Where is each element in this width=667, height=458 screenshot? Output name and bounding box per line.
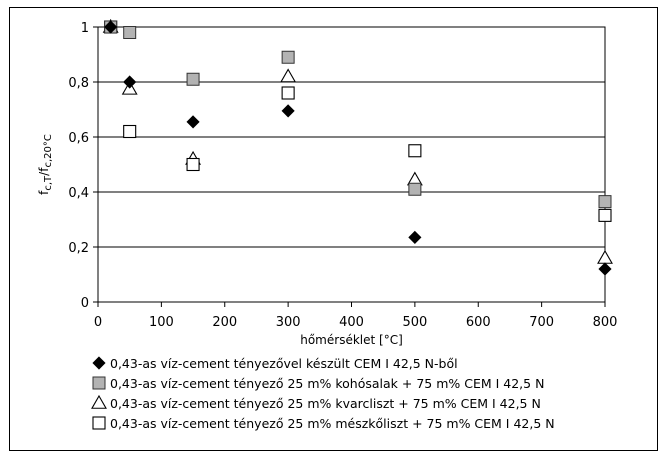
legend-label-series-1: 0,43-as víz-cement tényezővel készült CE… [110,356,458,371]
y-tick-label: 0,6 [68,131,89,146]
data-point-series-2 [186,72,200,86]
legend-label-series-3: 0,43-as víz-cement tényező 25 m% kvarcli… [110,396,541,411]
data-point-series-4 [408,144,422,158]
legend-label-series-2: 0,43-as víz-cement tényező 25 m% kohósal… [110,376,544,391]
x-tick-label: 300 [276,315,301,330]
data-point-series-2 [598,195,612,209]
data-point-series-1 [104,20,118,34]
legend-marker-series-1 [92,356,106,370]
data-point-series-1 [186,115,200,129]
y-axis-label-sep: /f [37,167,51,176]
data-point-series-1 [408,230,422,244]
data-point-series-4 [123,124,137,139]
x-axis-label: hőmérséklet [°C] [300,333,403,347]
x-tick-label: 0 [94,315,102,330]
y-axis-label: fc,T/fc,20°C [37,134,54,195]
data-point-series-2 [123,26,137,39]
x-tick-label: 100 [149,315,174,330]
points-layer [102,18,613,276]
data-point-series-1 [281,104,295,118]
y-tick-label: 1 [81,21,89,36]
data-point-series-4 [186,157,200,172]
x-tick-label: 500 [402,315,427,330]
data-point-series-3 [280,68,297,83]
y-tick-label: 0,2 [68,241,89,256]
x-tick-label: 700 [529,315,554,330]
y-tick-label: 0,8 [68,76,89,91]
x-tick-label: 600 [466,315,491,330]
plot-area-frame [97,26,606,303]
x-tick-label: 200 [212,315,237,330]
x-tick-label: 800 [593,315,618,330]
data-point-series-1 [123,75,137,89]
data-point-series-3 [597,249,613,264]
data-point-series-2 [408,182,422,196]
legend-marker-series-4 [92,416,106,430]
x-tick-label: 400 [339,315,364,330]
y-axis-label-sub1: c,T [43,175,54,191]
legend-marker-series-3 [91,394,107,409]
axes-layer: 0 0,2 0,4 0,6 0,8 1 0 100 200 300 400 500 600 700 800 [68,21,617,330]
legend-label-series-4: 0,43-as víz-cement tényező 25 m% mészkől… [110,416,555,431]
data-point-series-2 [281,50,295,64]
data-point-series-4 [598,208,612,222]
outer-frame [9,7,658,451]
legend-marker-series-2 [92,376,106,390]
legend: 0,43-as víz-cement tényezővel készült CE… [91,356,555,431]
y-axis-label-base1: f [37,190,51,195]
y-tick-label: 0 [81,296,89,311]
grid-layer [98,81,605,248]
y-tick-label: 0,4 [68,186,89,201]
data-point-series-1 [598,262,612,276]
y-axis-label-sub2: c,20°C [43,134,54,167]
data-point-series-4 [281,86,295,100]
